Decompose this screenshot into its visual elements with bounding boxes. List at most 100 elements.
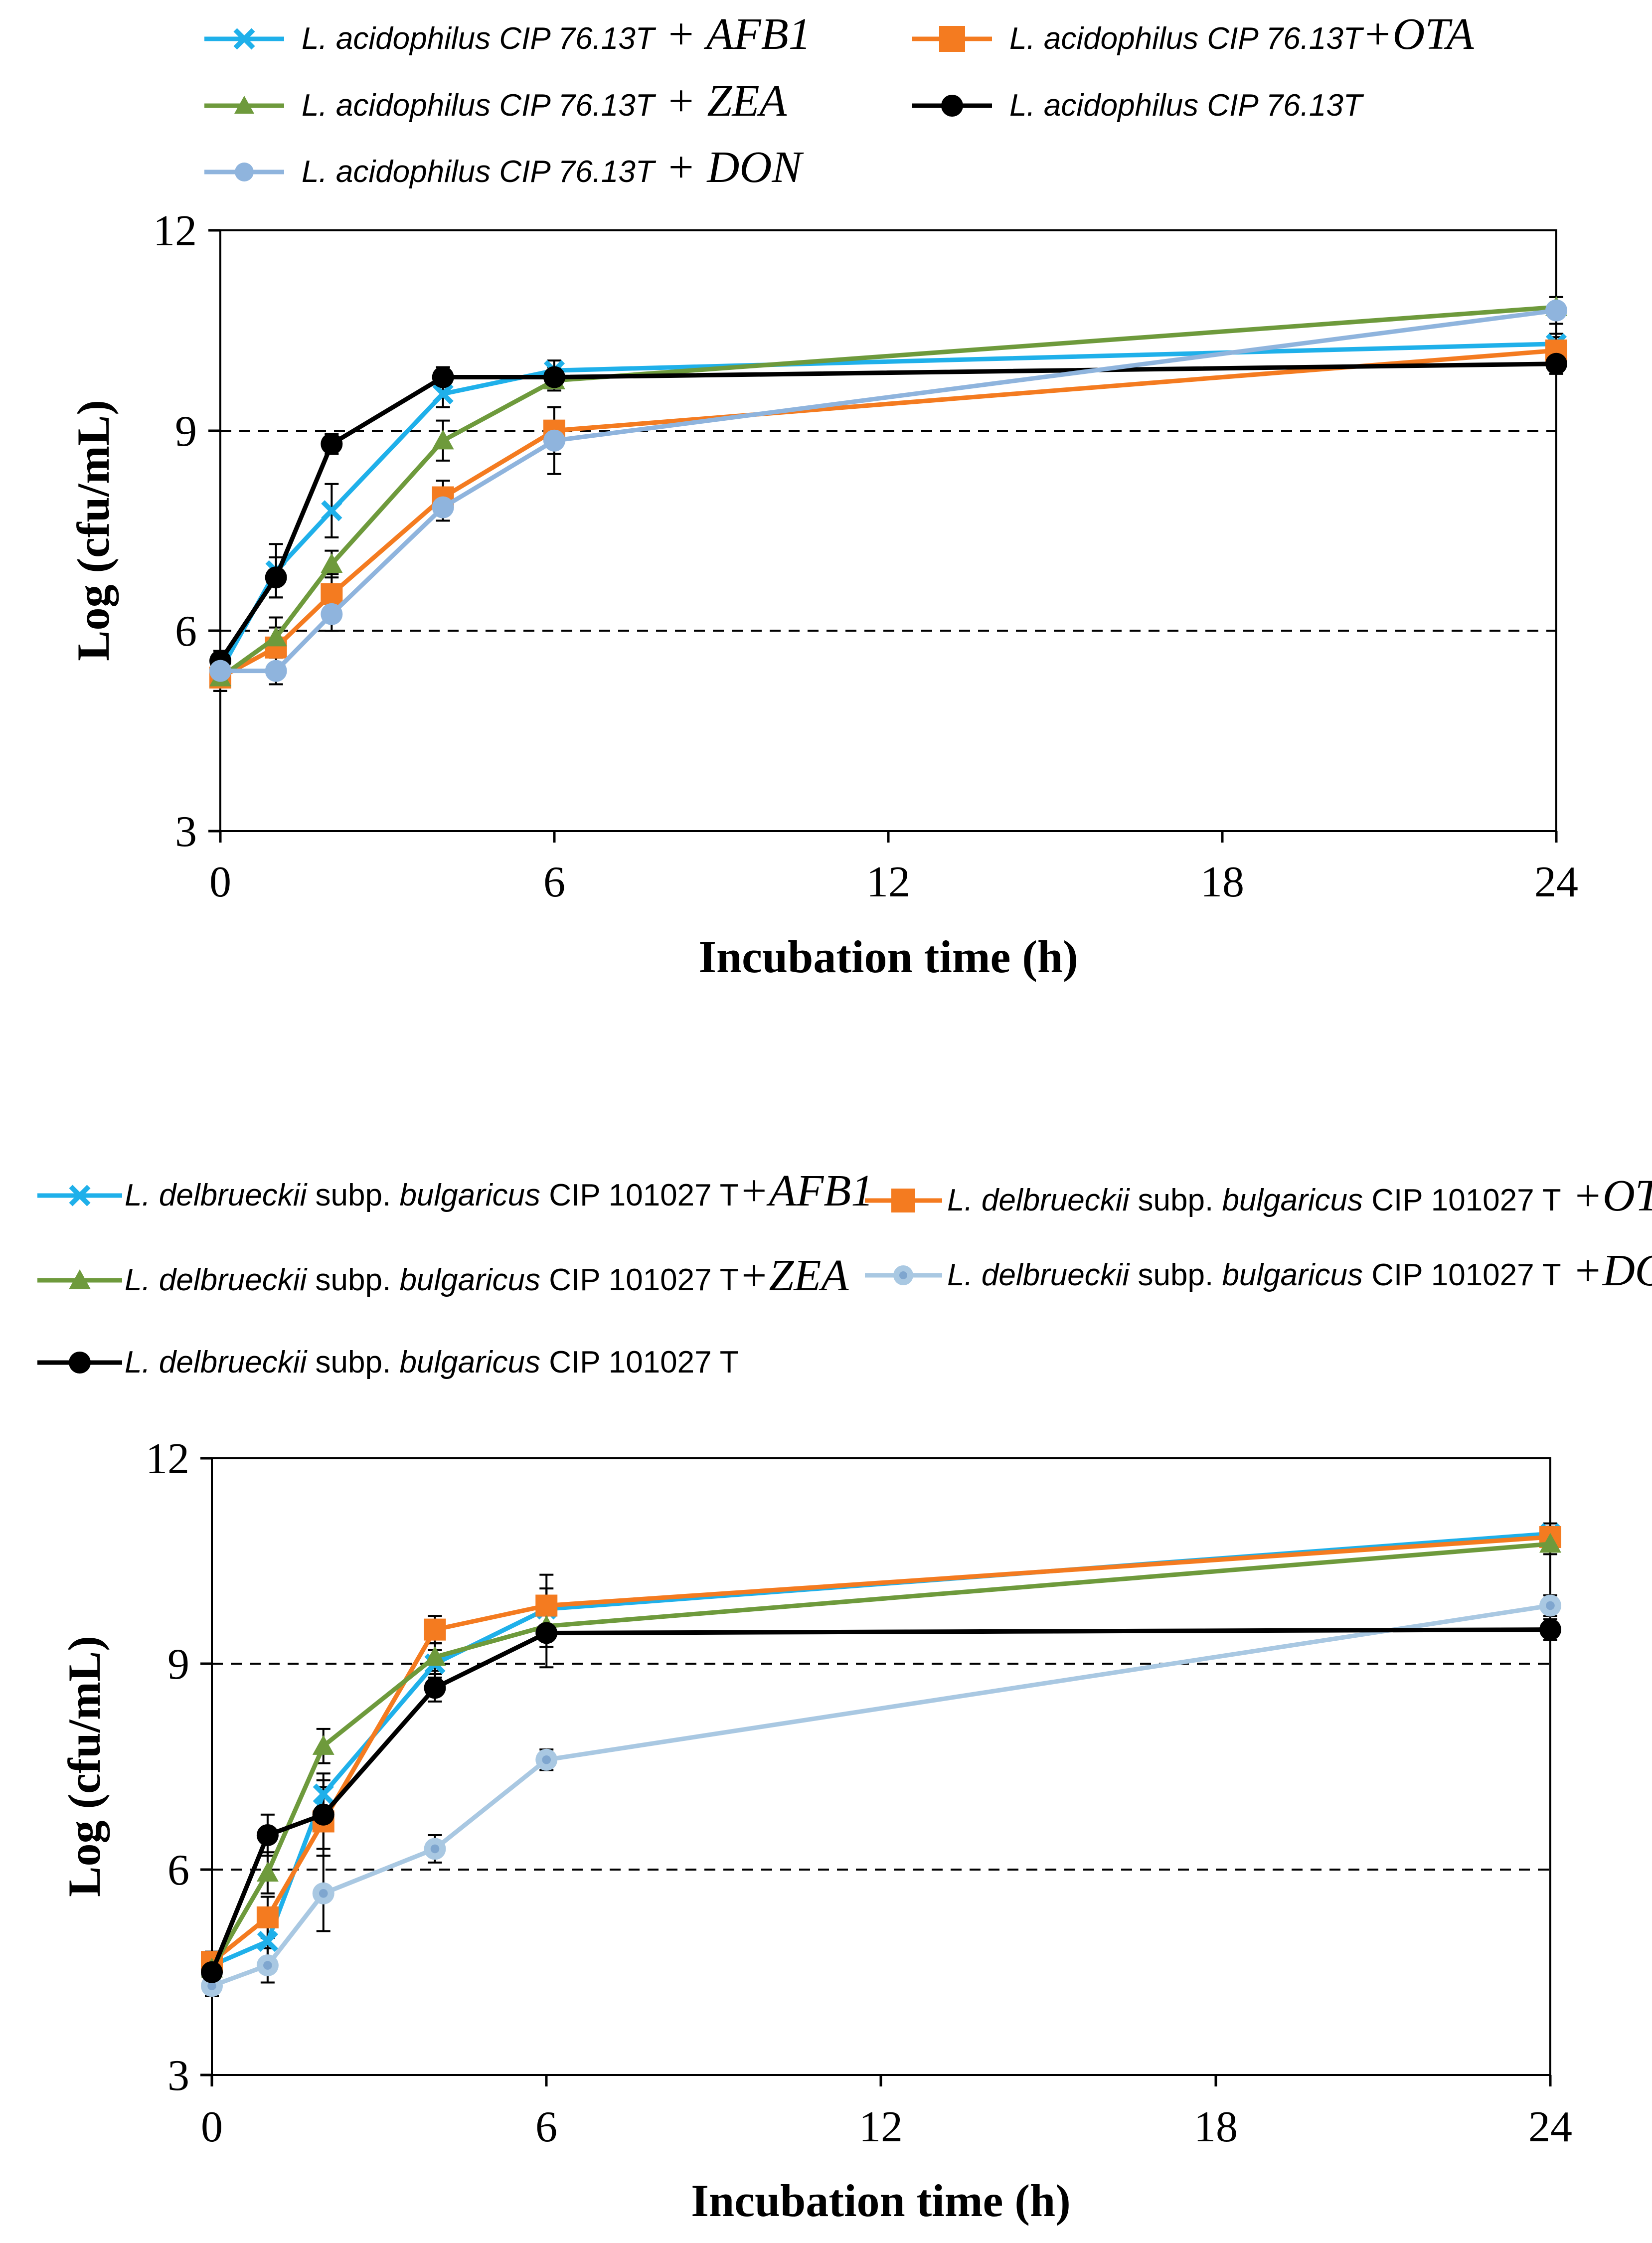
legend-marker-top-afb1: [233, 28, 255, 50]
x-tick-label-bottom: 6: [535, 2103, 557, 2151]
legend-marker-bottom-don-core: [899, 1271, 907, 1279]
legend-marker-top-don: [235, 163, 254, 181]
x-axis-title-top: Incubation time (h): [698, 931, 1078, 982]
series-top-zea: [209, 296, 1567, 687]
data-point: [265, 660, 287, 682]
series-bottom-don: [201, 1594, 1561, 1997]
data-point: [256, 1906, 279, 1928]
grid-top: [220, 430, 1556, 632]
error-bars-top-control: [213, 352, 1563, 672]
series-group-top: [209, 296, 1567, 692]
legend-item-top-don: L. acidophilus CIP 76.13T + DON: [204, 143, 804, 192]
legend-top: L. acidophilus CIP 76.13T + AFB1 L. acid…: [204, 9, 1475, 192]
data-point: [321, 433, 343, 455]
data-point: [321, 603, 343, 625]
series-top-don: [209, 299, 1567, 682]
x-tick-label-bottom: 24: [1528, 2103, 1572, 2151]
data-point: [424, 1646, 446, 1666]
y-axis-title-bottom: Log (cfu/mL): [59, 1636, 110, 1897]
series-line-bottom-don: [211, 1603, 1551, 1988]
data-point: [543, 366, 565, 388]
legend-item-bottom-ota: L. delbrueckii subp. bulgaricus CIP 1010…: [865, 1171, 1652, 1220]
series-top-control: [209, 352, 1567, 672]
legend-label-top-ota: L. acidophilus CIP 76.13T+OTA: [1009, 9, 1475, 59]
data-point: [535, 1622, 558, 1644]
series-top-afb1: [209, 333, 1567, 682]
legend-label-top-afb1: L. acidophilus CIP 76.13T + AFB1: [302, 9, 811, 59]
data-point: [256, 1824, 279, 1846]
data-point: [321, 500, 342, 521]
y-ticks-bottom: 12 9 6 3: [146, 1435, 212, 2100]
x-tick-label-top: 18: [1200, 858, 1244, 906]
data-point: [321, 553, 343, 573]
series-bottom-zea: [201, 1533, 1561, 1978]
x-tick-label-top: 12: [866, 858, 910, 906]
data-point: [432, 366, 454, 388]
legend-item-bottom-zea: L. delbrueckii subp. bulgaricus CIP 1010…: [37, 1251, 849, 1300]
series-line-bottom-control: [209, 1627, 1551, 1973]
legend-label-bottom-don: L. delbrueckii subp. bulgaricus CIP 1010…: [947, 1246, 1652, 1295]
x-axis-title-bottom: Incubation time (h): [691, 2175, 1071, 2226]
y-tick-label-top: 12: [153, 207, 197, 255]
legend-marker-bottom-control: [69, 1352, 91, 1374]
series-bottom-afb1: [201, 1523, 1561, 1976]
x-ticks-bottom: 0 6 12 18 24: [201, 2075, 1572, 2151]
data-point: [1545, 299, 1567, 322]
x-ticks-top: 0 6 12 18 24: [209, 831, 1578, 906]
series-top-ota: [209, 340, 1567, 689]
data-point: [321, 583, 343, 605]
legend-item-top-ota: L. acidophilus CIP 76.13T+OTA: [912, 9, 1475, 59]
x-tick-label-bottom: 12: [859, 2103, 903, 2151]
data-point-core: [263, 1961, 272, 1970]
data-point: [424, 1618, 446, 1641]
data-point: [543, 429, 565, 452]
y-tick-label-bottom: 9: [167, 1640, 189, 1689]
legend-item-top-afb1: L. acidophilus CIP 76.13T + AFB1: [204, 9, 811, 59]
legend-item-top-zea: L. acidophilus CIP 76.13T + ZEA: [204, 76, 787, 126]
legend-marker-top-ota: [939, 26, 965, 52]
legend-item-bottom-afb1: L. delbrueckii subp. bulgaricus CIP 1010…: [37, 1166, 873, 1215]
chart-bottom: 12 9 6 3 0 6 12 18 24 Incubation time (h…: [59, 1435, 1572, 2226]
error-bars-bottom-afb1: [205, 1522, 1557, 1977]
series-line-top-control: [218, 361, 1557, 663]
data-point: [432, 429, 454, 450]
series-group-bottom: [201, 1522, 1561, 1997]
data-point: [313, 1783, 334, 1805]
legend-label-bottom-ota: L. delbrueckii subp. bulgaricus CIP 1010…: [947, 1171, 1652, 1220]
legend-item-bottom-control: L. delbrueckii subp. bulgaricus CIP 1010…: [37, 1345, 739, 1380]
data-point: [201, 1961, 223, 1983]
data-point: [265, 566, 287, 589]
legend-bottom: L. delbrueckii subp. bulgaricus CIP 1010…: [37, 1166, 1652, 1380]
legend-item-top-control: L. acidophilus CIP 76.13T: [912, 88, 1364, 123]
series-bottom-ota: [201, 1526, 1561, 1973]
x-tick-label-top: 0: [209, 858, 231, 906]
data-point: [256, 1862, 279, 1882]
error-bars-bottom-ota: [205, 1526, 1557, 1973]
legend-label-bottom-afb1: L. delbrueckii subp. bulgaricus CIP 1010…: [125, 1166, 873, 1215]
legend-marker-bottom-ota: [891, 1189, 915, 1212]
legend-marker-bottom-afb1: [69, 1185, 91, 1207]
error-bars-bottom-control: [205, 1597, 1557, 1984]
legend-label-top-control: L. acidophilus CIP 76.13T: [1009, 88, 1364, 123]
error-bars-top-afb1: [213, 333, 1563, 682]
data-point-core: [542, 1755, 551, 1764]
series-line-bottom-zea: [210, 1542, 1551, 1970]
y-ticks-top: 12 9 6 3: [153, 207, 220, 856]
y-axis-title-top: Log (cfu/mL): [68, 400, 119, 661]
legend-marker-bottom-zea: [69, 1269, 91, 1289]
y-tick-label-bottom: 3: [167, 2052, 189, 2100]
data-point: [312, 1803, 334, 1826]
data-point: [535, 1594, 558, 1617]
legend-label-top-don: L. acidophilus CIP 76.13T + DON: [302, 143, 804, 192]
data-point: [312, 1735, 334, 1755]
data-point: [1539, 1533, 1561, 1553]
data-point: [209, 660, 231, 682]
chart-top: 12 9 6 3 0 6 12 18 24 Incubation time (h…: [68, 207, 1578, 982]
legend-label-bottom-control: L. delbrueckii subp. bulgaricus CIP 1010…: [125, 1345, 739, 1380]
x-tick-label-top: 24: [1534, 858, 1578, 906]
error-bars-bottom-don: [205, 1594, 1557, 1997]
y-tick-label-top: 3: [175, 808, 197, 856]
legend-marker-top-control: [941, 95, 963, 117]
data-point: [1539, 1618, 1561, 1641]
